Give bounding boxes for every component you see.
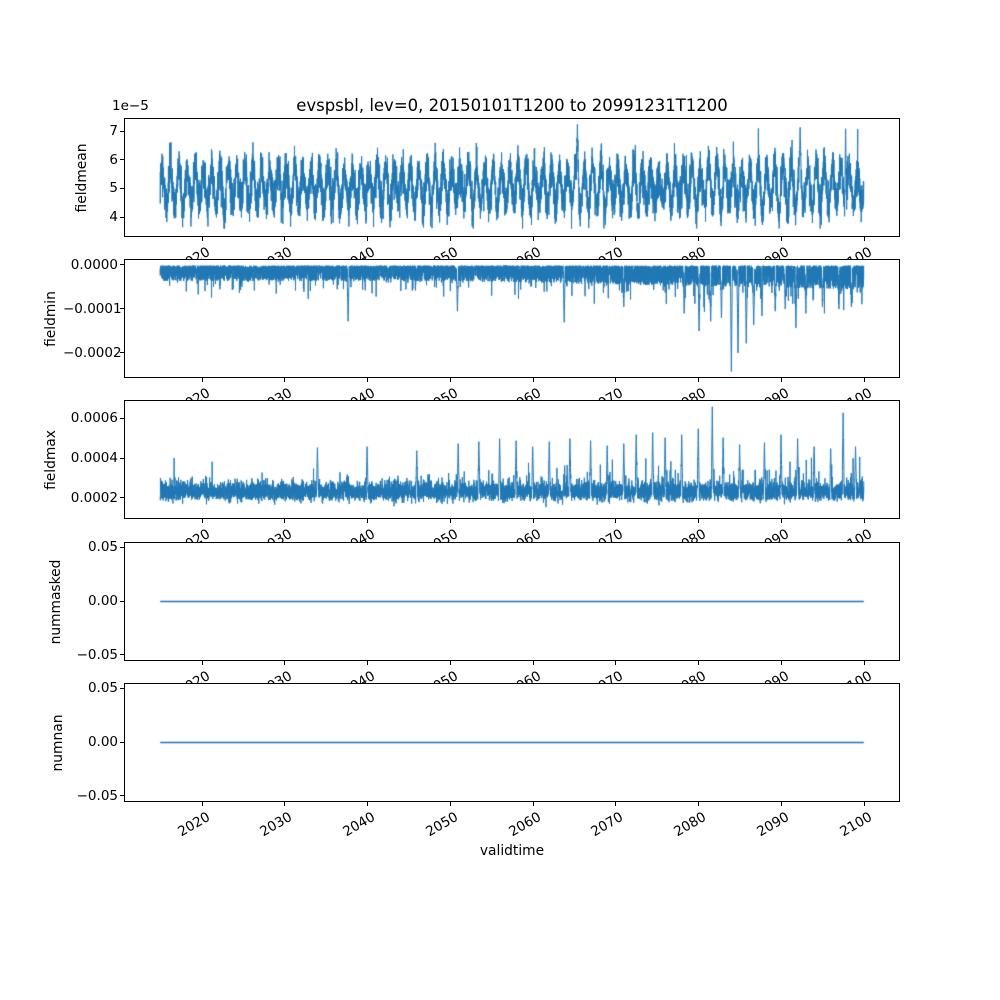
x-tick-mark <box>698 519 699 523</box>
x-tick-mark <box>781 378 782 382</box>
x-tick-mark <box>284 237 285 241</box>
x-tick-mark <box>615 519 616 523</box>
y-tick-label: 0.0006 <box>70 410 118 426</box>
y-tick-label: −0.0002 <box>63 345 122 361</box>
x-tick-mark <box>202 237 203 241</box>
x-tick-mark <box>781 661 782 665</box>
y-tick-label: 5 <box>109 180 118 196</box>
y-tick-mark <box>120 159 124 160</box>
subplot-fieldmax: fieldmax 0.0006 0.0004 0.0002 <box>43 400 900 523</box>
y-tick-label: 0.05 <box>87 680 118 696</box>
x-tick-mark <box>615 661 616 665</box>
x-tick-mark <box>367 802 368 806</box>
x-tick-mark <box>698 378 699 382</box>
y-tick-label: 0.00 <box>87 593 118 609</box>
x-tick-mark <box>615 802 616 806</box>
y-tick-mark <box>120 795 124 796</box>
plot-canvas-nummasked <box>125 543 899 660</box>
x-tick-mark <box>781 237 782 241</box>
x-tick-mark <box>202 802 203 806</box>
x-tick-mark <box>367 661 368 665</box>
x-tick-mark <box>615 237 616 241</box>
x-tick-mark <box>367 378 368 382</box>
x-tick-mark <box>202 378 203 382</box>
plot-canvas-fieldmean <box>125 119 899 236</box>
plot-canvas-fieldmax <box>125 401 899 518</box>
y-tick-mark <box>120 217 124 218</box>
x-tick-mark <box>864 802 865 806</box>
y-tick-mark <box>120 654 124 655</box>
subplot-nummasked: nummasked 0.05 0.00 −0.05 <box>48 539 900 665</box>
y-tick-mark <box>120 688 124 689</box>
plot-canvas-fieldmin <box>125 260 899 377</box>
x-tick-mark <box>284 378 285 382</box>
y-tick-mark <box>120 188 124 189</box>
plot-canvas-numnan <box>125 684 899 801</box>
x-tick-mark <box>698 661 699 665</box>
x-tick-mark <box>202 519 203 523</box>
x-tick-mark <box>864 661 865 665</box>
x-tick-mark <box>615 378 616 382</box>
y-axis-label-fieldmin: fieldmin <box>43 291 59 347</box>
y-tick-mark <box>120 308 124 309</box>
y-tick-mark <box>120 418 124 419</box>
x-tick-mark <box>450 661 451 665</box>
x-tick-mark <box>864 519 865 523</box>
y-tick-mark <box>120 352 124 353</box>
x-tick-mark <box>864 378 865 382</box>
y-tick-mark <box>120 458 124 459</box>
y-axis-offset-text: 1e−5 <box>112 98 149 114</box>
x-tick-mark <box>450 519 451 523</box>
figure-title: evspsbl, lev=0, 20150101T1200 to 2099123… <box>296 96 728 115</box>
y-tick-mark <box>120 131 124 132</box>
y-tick-label: −0.0001 <box>63 301 122 317</box>
y-tick-label: 0.00 <box>87 734 118 750</box>
x-tick-mark <box>781 519 782 523</box>
y-tick-label: 6 <box>109 152 118 168</box>
y-tick-label: −0.05 <box>76 647 118 663</box>
y-tick-mark <box>120 742 124 743</box>
x-tick-mark <box>533 802 534 806</box>
y-axis-label-fieldmax: fieldmax <box>43 430 59 490</box>
x-tick-mark <box>533 519 534 523</box>
x-tick-mark <box>698 237 699 241</box>
y-tick-mark <box>120 601 124 602</box>
x-tick-mark <box>367 237 368 241</box>
x-tick-mark <box>450 237 451 241</box>
x-tick-mark <box>284 519 285 523</box>
x-tick-mark <box>533 237 534 241</box>
y-tick-label: 0.0004 <box>70 450 118 466</box>
subplot-numnan: numnan 0.05 0.00 −0.05 <box>50 680 900 806</box>
y-tick-mark <box>120 264 124 265</box>
y-tick-mark <box>120 497 124 498</box>
y-tick-label: 0.0000 <box>70 257 118 273</box>
x-tick-mark <box>202 661 203 665</box>
subplot-fieldmin: fieldmin 0.0000 −0.0001 −0.0002 <box>43 257 900 382</box>
x-tick-mark <box>698 802 699 806</box>
x-tick-mark <box>284 802 285 806</box>
x-tick-mark <box>367 519 368 523</box>
x-tick-mark <box>864 237 865 241</box>
x-tick-mark <box>284 661 285 665</box>
x-tick-mark <box>781 802 782 806</box>
y-tick-label: 7 <box>109 123 118 139</box>
y-tick-label: 4 <box>109 209 118 225</box>
x-tick-mark <box>533 378 534 382</box>
x-tick-mark <box>450 378 451 382</box>
y-tick-label: 0.0002 <box>70 490 118 506</box>
y-tick-mark <box>120 547 124 548</box>
x-tick-mark <box>533 661 534 665</box>
y-tick-label: 0.05 <box>87 539 118 555</box>
y-tick-label: −0.05 <box>76 788 118 804</box>
x-axis-label: validtime <box>479 843 545 859</box>
x-tick-mark <box>450 802 451 806</box>
